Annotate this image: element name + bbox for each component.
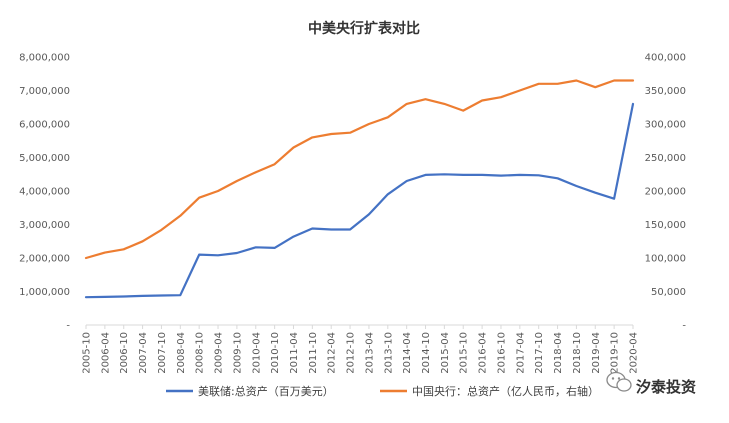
y-left-tick-label: 5,000,000 bbox=[19, 153, 70, 164]
x-tick-label: 2020-04 bbox=[629, 332, 640, 374]
x-tick-label: 2018-10 bbox=[572, 332, 583, 374]
legend-label-2: 中国央行：总资产（亿人民币，右轴） bbox=[412, 384, 599, 398]
y-left-tick-label: 8,000,000 bbox=[19, 53, 70, 64]
watermark: 汐泰投资 bbox=[606, 371, 696, 396]
x-tick-label: 2016-10 bbox=[496, 332, 507, 374]
x-tick-label: 2018-04 bbox=[553, 332, 564, 374]
x-tick-label: 2019-04 bbox=[591, 332, 602, 374]
x-tick-label: 2005-10 bbox=[82, 332, 93, 374]
x-tick-label: 2011-10 bbox=[308, 332, 319, 374]
x-tick-label: 2015-04 bbox=[440, 332, 451, 374]
x-tick-label: 2007-04 bbox=[138, 332, 149, 374]
y-left-tick-label: 3,000,000 bbox=[19, 220, 70, 231]
y-left-tick-label: 2,000,000 bbox=[19, 254, 70, 265]
x-tick-label: 2017-10 bbox=[534, 332, 545, 374]
x-tick-label: 2010-10 bbox=[270, 332, 281, 374]
watermark-text: 汐泰投资 bbox=[636, 378, 696, 396]
x-tick-label: 2016-04 bbox=[478, 332, 489, 374]
x-tick-label: 2013-10 bbox=[383, 332, 394, 374]
y-left-tick-label: 4,000,000 bbox=[19, 187, 70, 198]
y-right-tick-label: - bbox=[682, 321, 686, 332]
x-tick-label: 2011-04 bbox=[289, 332, 300, 374]
series-line-2 bbox=[84, 79, 635, 260]
y-left-tick-label: 7,000,000 bbox=[19, 86, 70, 97]
x-tick-label: 2006-04 bbox=[100, 332, 111, 374]
x-tick-label: 2014-10 bbox=[421, 332, 432, 374]
x-tick-label: 2017-04 bbox=[515, 332, 526, 374]
x-tick-label: 2007-10 bbox=[157, 332, 168, 374]
legend: 美联储:总资产（百万美元） 中国央行：总资产（亿人民币，右轴） bbox=[166, 384, 599, 398]
axes: - 1,000,000 2,000,000 3,000,000 4,000,000 5,0… bbox=[19, 53, 686, 374]
y-right-tick-label: 400,000 bbox=[645, 53, 686, 64]
y-right-tick-label: 350,000 bbox=[645, 86, 686, 97]
y-right-tick-label: 250,000 bbox=[645, 153, 686, 164]
x-tick-label: 2006-10 bbox=[119, 332, 130, 374]
y-left-tick-label: 1,000,000 bbox=[19, 287, 70, 298]
y-right-tick-label: 300,000 bbox=[645, 120, 686, 131]
x-tick-label: 2012-04 bbox=[327, 332, 338, 374]
x-tick-label: 2019-10 bbox=[610, 332, 621, 374]
legend-label-1: 美联储:总资产（百万美元） bbox=[198, 384, 334, 398]
x-tick-label: 2013-04 bbox=[364, 332, 375, 374]
x-tick-label: 2014-04 bbox=[402, 332, 413, 374]
plot-area bbox=[84, 79, 635, 299]
y-left-tick-label: - bbox=[66, 321, 70, 332]
series-line-1 bbox=[84, 102, 635, 299]
x-tick-label: 2015-10 bbox=[459, 332, 470, 374]
x-tick-label: 2010-04 bbox=[251, 332, 262, 374]
x-tick-label: 2009-10 bbox=[232, 332, 243, 374]
y-right-tick-label: 100,000 bbox=[645, 254, 686, 265]
wechat-icon bbox=[606, 371, 632, 392]
x-tick-label: 2012-10 bbox=[346, 332, 357, 374]
x-tick-label: 2008-10 bbox=[195, 332, 206, 374]
chart-title: 中美央行扩表对比 bbox=[308, 20, 420, 37]
y-left-tick-label: 6,000,000 bbox=[19, 120, 70, 131]
x-tick-label: 2008-04 bbox=[176, 332, 187, 374]
y-right-tick-label: 150,000 bbox=[645, 220, 686, 231]
y-right-tick-label: 200,000 bbox=[645, 187, 686, 198]
x-tick-label: 2009-04 bbox=[214, 332, 225, 374]
y-right-tick-label: 50,000 bbox=[651, 287, 686, 298]
